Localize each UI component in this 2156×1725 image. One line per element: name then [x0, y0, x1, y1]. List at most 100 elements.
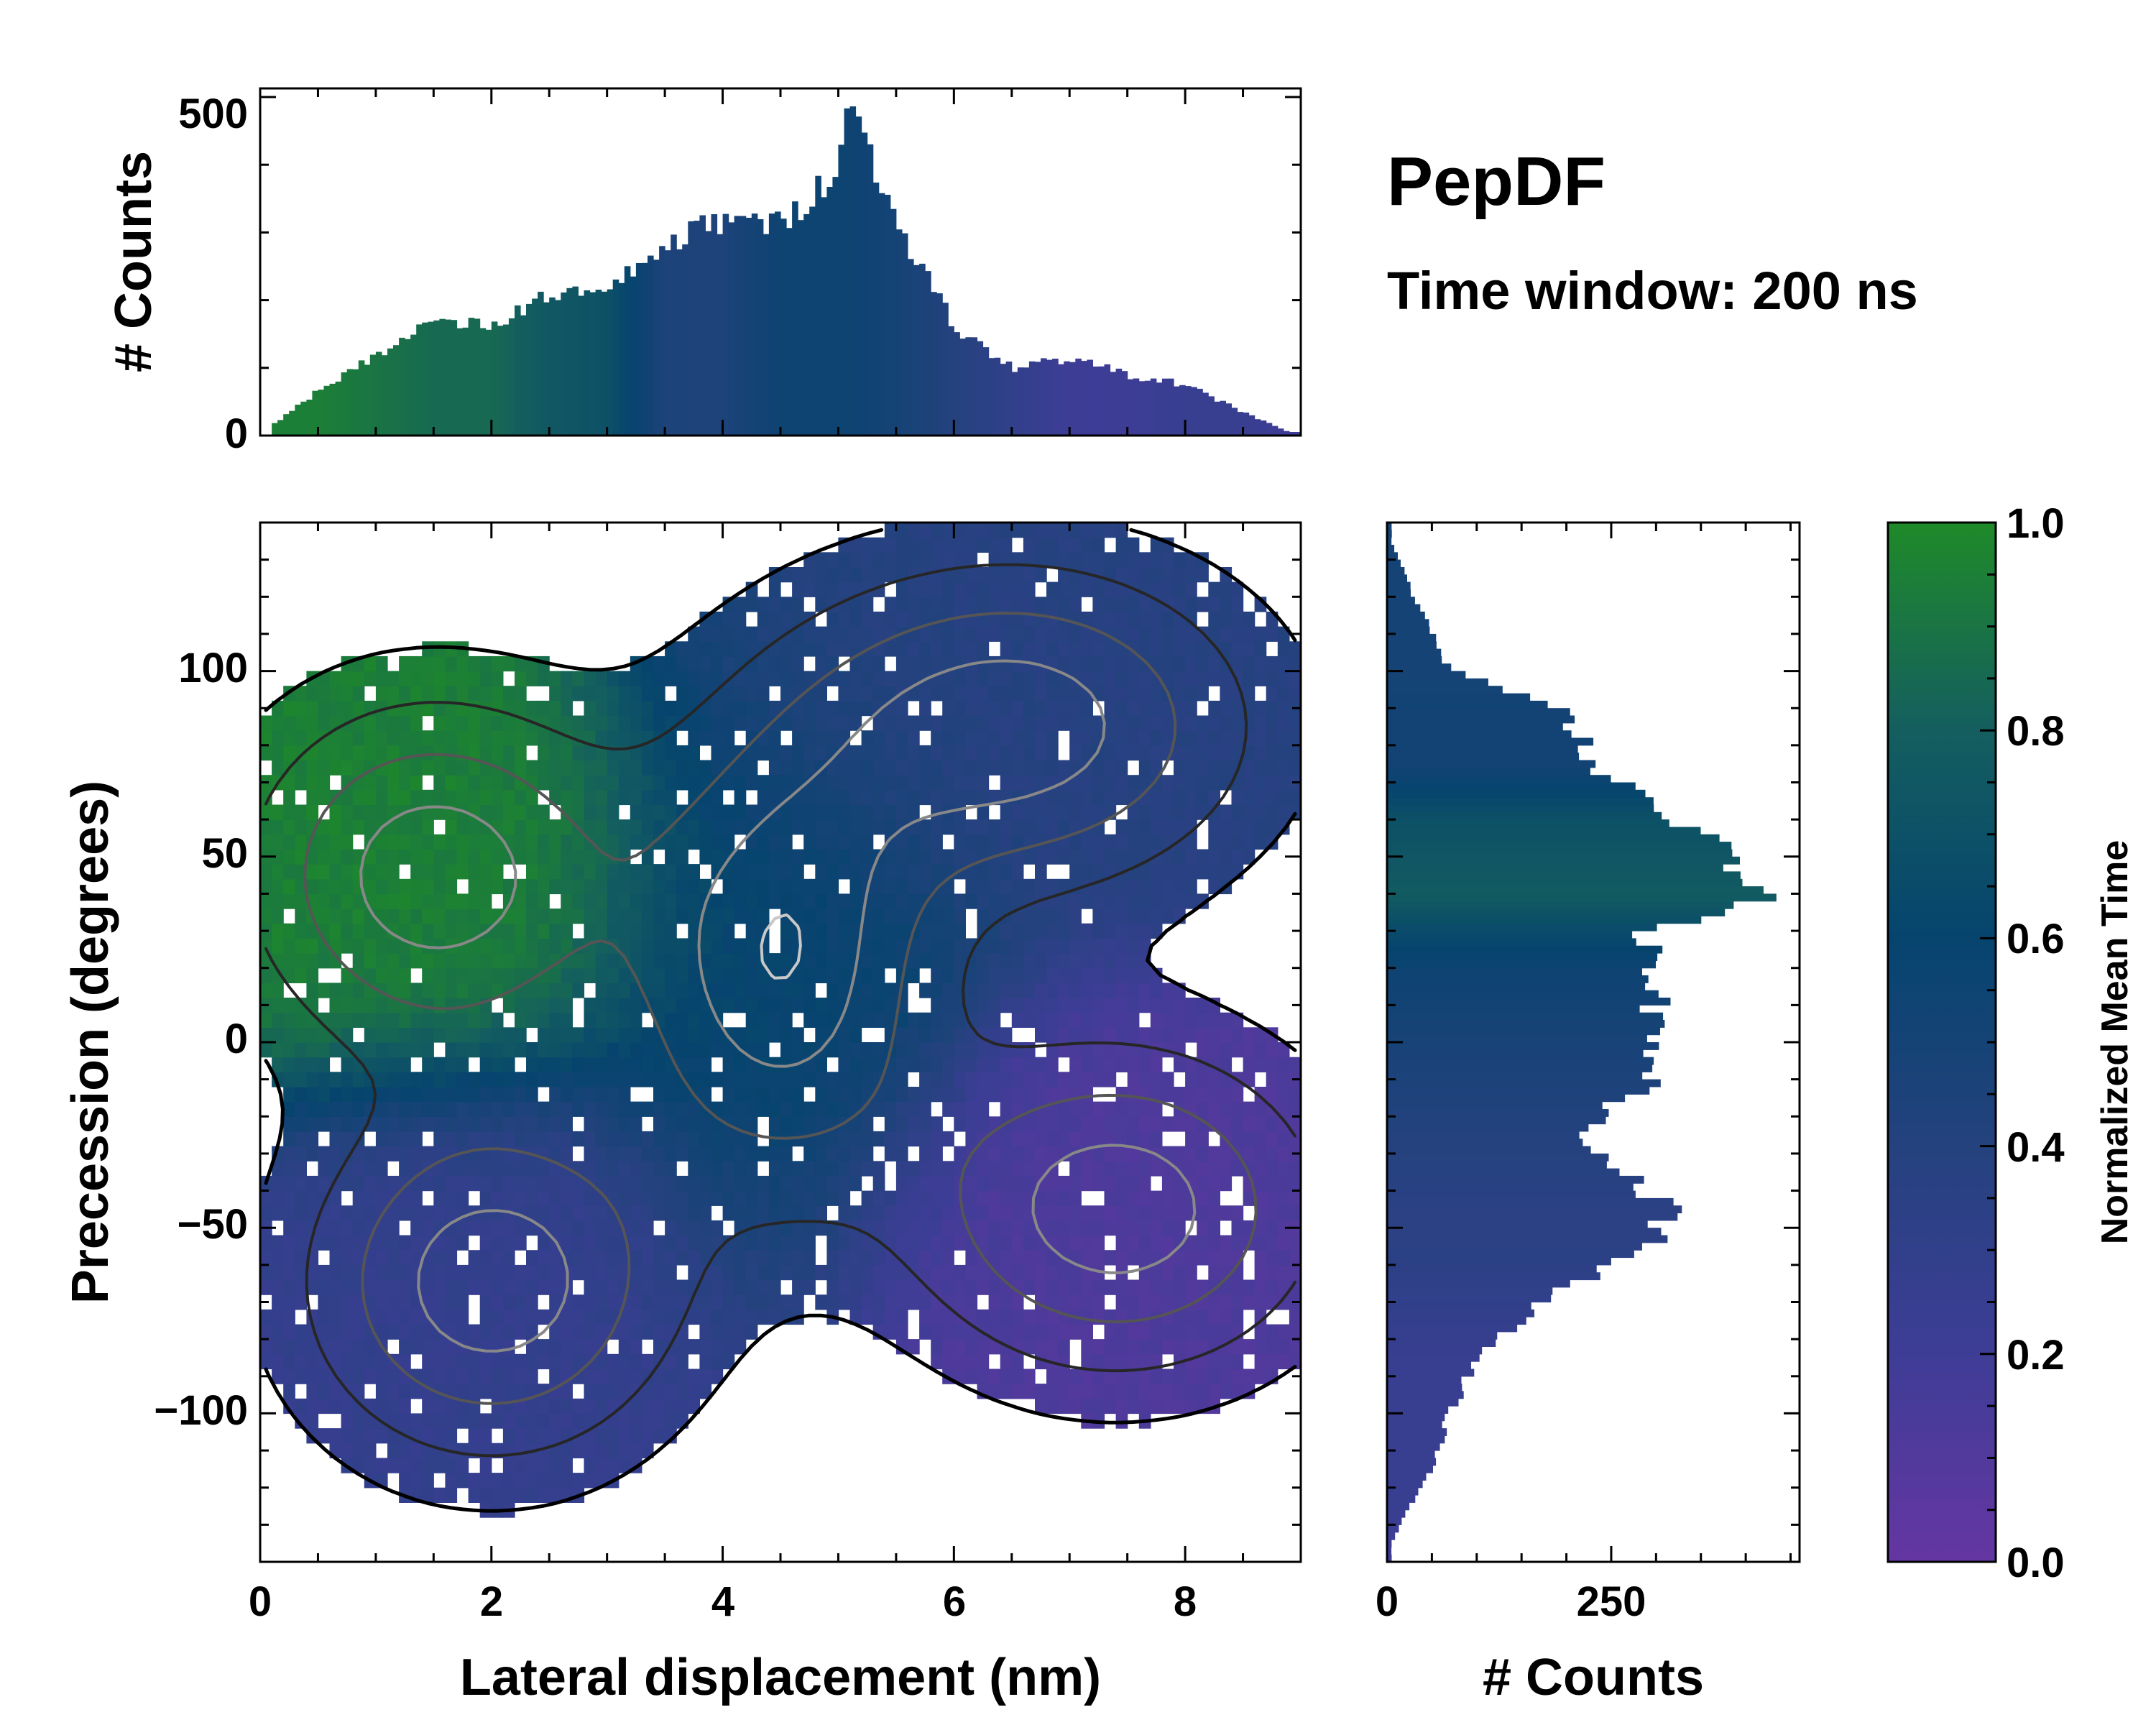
- heatmap-cell: [1231, 1027, 1244, 1043]
- heatmap-cell: [456, 1264, 469, 1281]
- heatmap-cell: [1208, 1072, 1220, 1087]
- heatmap-cell: [1254, 1146, 1267, 1162]
- heatmap-cell: [1197, 1012, 1209, 1028]
- heatmap-cell: [1104, 893, 1117, 909]
- heatmap-cell: [768, 819, 781, 835]
- heatmap-cell: [410, 1131, 423, 1147]
- heatmap-cell: [526, 1057, 538, 1072]
- heatmap-cell: [1011, 804, 1024, 820]
- heatmap-cell: [895, 1279, 908, 1295]
- heatmap-cell: [1150, 789, 1163, 806]
- heatmap-cell: [699, 1190, 712, 1206]
- heatmap-cell: [433, 893, 446, 909]
- heatmap-cell: [479, 1235, 492, 1251]
- top-histogram-bar: [1127, 379, 1134, 436]
- heatmap-cell: [931, 1027, 943, 1043]
- heatmap-cell: [688, 923, 700, 939]
- heatmap-cell: [699, 1309, 712, 1325]
- heatmap-cell: [722, 1309, 735, 1325]
- heatmap-cell: [456, 1368, 469, 1384]
- heatmap-cell: [526, 953, 538, 969]
- heatmap-cell: [410, 1324, 423, 1340]
- heatmap-cell: [1046, 878, 1059, 895]
- heatmap-cell: [1000, 641, 1013, 657]
- heatmap-cell: [641, 864, 654, 880]
- heatmap-cell: [352, 789, 365, 806]
- heatmap-cell: [422, 686, 434, 702]
- heatmap-cell: [387, 864, 400, 880]
- heatmap-cell: [618, 1175, 631, 1192]
- heatmap-cell: [838, 641, 851, 657]
- heatmap-cell: [1231, 1339, 1244, 1355]
- heatmap-cell: [549, 1279, 561, 1295]
- top-histogram-bar: [485, 329, 492, 436]
- heatmap-cell: [479, 804, 492, 820]
- heatmap-cell: [422, 1339, 434, 1355]
- heatmap-cell: [375, 849, 388, 865]
- heatmap-cell: [422, 1428, 434, 1444]
- heatmap-cell: [479, 789, 492, 806]
- heatmap-cell: [676, 804, 688, 820]
- heatmap-cell: [884, 953, 897, 969]
- heatmap-cell: [1277, 1190, 1290, 1206]
- heatmap-cell: [1115, 1146, 1128, 1162]
- heatmap-cell: [665, 1072, 677, 1087]
- heatmap-cell: [1231, 1353, 1244, 1370]
- heatmap-cell: [433, 1087, 446, 1103]
- heatmap-cell: [410, 834, 423, 850]
- heatmap-cell: [295, 730, 307, 746]
- heatmap-cell: [502, 1220, 515, 1236]
- heatmap-cell: [306, 760, 319, 776]
- heatmap-cell: [1138, 938, 1151, 954]
- heatmap-cell: [1035, 715, 1047, 731]
- top-histogram-bar: [1202, 392, 1209, 436]
- heatmap-cell: [584, 1072, 596, 1087]
- heatmap-cell: [422, 1220, 434, 1236]
- heatmap-cell: [1197, 671, 1209, 686]
- heatmap-cell: [861, 1294, 874, 1310]
- heatmap-cell: [283, 834, 295, 850]
- heatmap-cell: [954, 849, 966, 865]
- right-histogram-bar: [1387, 1554, 1392, 1562]
- heatmap-cell: [410, 775, 423, 791]
- heatmap-cell: [352, 1428, 365, 1444]
- heatmap-cell: [399, 1473, 411, 1489]
- heatmap-cell: [422, 789, 434, 806]
- heatmap-cell: [572, 1250, 585, 1266]
- heatmap-cell: [1161, 804, 1174, 820]
- heatmap-cell: [1092, 1131, 1105, 1147]
- heatmap-cell: [722, 1339, 735, 1355]
- heatmap-cell: [1115, 597, 1128, 612]
- heatmap-cell: [1138, 1131, 1151, 1147]
- heatmap-cell: [538, 1398, 550, 1414]
- heatmap-cell: [572, 1473, 585, 1489]
- heatmap-cell: [272, 864, 284, 880]
- heatmap-cell: [445, 656, 458, 672]
- heatmap-cell: [561, 1220, 573, 1236]
- top-histogram-bar: [942, 303, 949, 436]
- heatmap-cell: [931, 923, 943, 939]
- heatmap-cell: [803, 1072, 816, 1087]
- heatmap-cell: [908, 686, 920, 702]
- heatmap-cell: [676, 893, 688, 909]
- heatmap-cell: [872, 1131, 885, 1147]
- heatmap-cell: [1254, 1027, 1267, 1043]
- heatmap-cell: [1277, 1087, 1290, 1103]
- heatmap-cell: [734, 715, 747, 731]
- heatmap-cell: [538, 730, 550, 746]
- heatmap-cell: [1046, 1190, 1059, 1206]
- heatmap-cell: [387, 1324, 400, 1340]
- heatmap-cell: [757, 967, 770, 983]
- heatmap-cell: [1185, 1309, 1197, 1325]
- heatmap-cell: [1174, 893, 1186, 909]
- heatmap-cell: [1000, 1190, 1013, 1206]
- heatmap-cell: [711, 715, 724, 731]
- heatmap-cell: [1150, 641, 1163, 657]
- heatmap-cell: [965, 581, 978, 597]
- heatmap-cell: [919, 878, 931, 895]
- heatmap-cell: [433, 1458, 446, 1473]
- heatmap-cell: [872, 1190, 885, 1206]
- heatmap-cell: [515, 700, 527, 717]
- heatmap-cell: [491, 864, 504, 880]
- heatmap-cell: [607, 983, 619, 998]
